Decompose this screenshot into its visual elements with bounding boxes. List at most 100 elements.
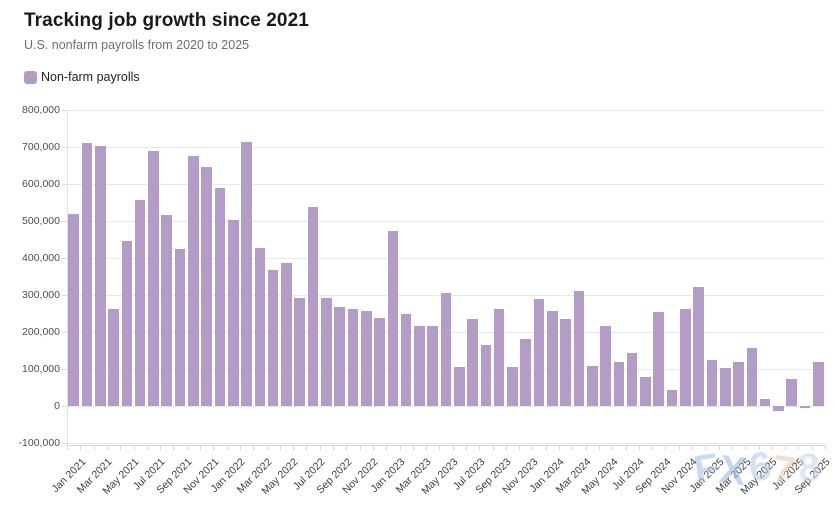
y-axis-label: 0 <box>54 400 60 412</box>
x-axis-tick <box>120 445 122 450</box>
bar[interactable] <box>773 406 784 411</box>
bar[interactable] <box>440 292 452 406</box>
bar[interactable] <box>719 368 731 406</box>
bar[interactable] <box>161 214 173 406</box>
x-axis-tick <box>80 445 82 450</box>
bar[interactable] <box>334 306 345 406</box>
bar[interactable] <box>214 188 226 406</box>
bar[interactable] <box>294 297 306 406</box>
bar[interactable] <box>693 286 704 406</box>
bar[interactable] <box>533 298 545 406</box>
y-axis-label: 100,000 <box>22 363 60 375</box>
bar[interactable] <box>188 155 199 406</box>
bar[interactable] <box>640 377 651 406</box>
x-axis-tick <box>612 445 614 450</box>
bar[interactable] <box>121 240 133 406</box>
bar[interactable] <box>453 367 465 406</box>
bar[interactable] <box>467 318 478 406</box>
bar[interactable] <box>600 326 611 406</box>
bar[interactable] <box>201 166 212 406</box>
bar[interactable] <box>321 298 332 406</box>
bar[interactable] <box>626 352 638 406</box>
bar[interactable] <box>374 317 385 406</box>
x-axis-line <box>67 445 825 446</box>
x-axis-tick <box>785 445 787 450</box>
x-axis-tick <box>67 445 68 450</box>
grid-line <box>67 406 825 407</box>
x-axis-tick <box>598 445 600 450</box>
x-axis-tick <box>825 445 826 450</box>
legend-item-nonfarm-payrolls[interactable]: Non-farm payrolls <box>24 70 140 84</box>
x-axis-tick <box>213 445 215 450</box>
bar[interactable] <box>560 318 571 406</box>
bar[interactable] <box>507 367 518 406</box>
y-axis-label: 800,000 <box>22 104 60 116</box>
x-axis-tick <box>293 445 295 450</box>
bar[interactable] <box>746 347 758 406</box>
bar[interactable] <box>414 325 425 406</box>
x-axis-tick <box>505 445 507 450</box>
bar[interactable] <box>254 247 266 406</box>
bar[interactable] <box>227 219 239 406</box>
y-axis-tick <box>62 406 67 407</box>
x-axis-tick <box>226 445 228 450</box>
y-axis-tick <box>62 295 67 296</box>
bar[interactable] <box>813 362 824 406</box>
y-axis-tick <box>62 258 67 259</box>
bar[interactable] <box>347 308 359 406</box>
bar[interactable] <box>174 249 186 406</box>
x-axis-tick <box>253 445 255 450</box>
grid-line <box>67 110 825 111</box>
bar[interactable] <box>653 311 665 406</box>
bar[interactable] <box>613 362 625 406</box>
bar[interactable] <box>547 311 558 406</box>
bar[interactable] <box>733 361 744 406</box>
bar[interactable] <box>81 143 93 406</box>
bar[interactable] <box>307 207 319 406</box>
chart-subtitle: U.S. nonfarm payrolls from 2020 to 2025 <box>24 38 250 52</box>
bar[interactable] <box>799 406 811 408</box>
bar[interactable] <box>786 379 798 406</box>
x-axis-tick <box>439 445 441 450</box>
x-axis-tick <box>519 445 521 450</box>
x-axis-tick <box>106 445 108 450</box>
bar[interactable] <box>480 344 492 406</box>
x-axis-tick <box>718 445 720 450</box>
bar[interactable] <box>520 338 532 406</box>
x-axis-tick <box>652 445 654 450</box>
grid-line <box>67 258 825 259</box>
bar[interactable] <box>493 309 505 406</box>
x-axis-tick <box>372 445 374 450</box>
bar[interactable] <box>680 309 691 406</box>
bar[interactable] <box>134 199 146 406</box>
y-axis-label: 500,000 <box>22 215 60 227</box>
bar[interactable] <box>427 325 439 406</box>
x-axis-tick <box>745 445 747 450</box>
x-axis-tick <box>811 445 813 450</box>
grid-line <box>67 147 825 148</box>
chart-title: Tracking job growth since 2021 <box>24 10 309 31</box>
bar[interactable] <box>148 151 159 406</box>
y-axis-label: 600,000 <box>22 178 60 190</box>
bar[interactable] <box>281 263 292 406</box>
x-axis-tick <box>359 445 361 450</box>
x-axis-tick <box>692 445 693 450</box>
x-axis-tick <box>465 445 467 450</box>
bar[interactable] <box>387 231 399 406</box>
bar[interactable] <box>68 213 79 406</box>
bar[interactable] <box>573 291 585 406</box>
bar[interactable] <box>759 399 771 406</box>
bar[interactable] <box>586 366 598 406</box>
bar[interactable] <box>706 359 718 407</box>
x-axis-tick <box>266 445 268 450</box>
bar[interactable] <box>400 314 412 406</box>
bar[interactable] <box>666 390 678 406</box>
y-axis-label: 400,000 <box>22 252 60 264</box>
x-axis-tick <box>559 445 560 450</box>
bar[interactable] <box>108 308 119 406</box>
bar[interactable] <box>267 269 279 406</box>
bar[interactable] <box>241 141 252 406</box>
bar[interactable] <box>360 311 372 406</box>
bar[interactable] <box>94 145 106 406</box>
x-axis-tick <box>479 445 481 450</box>
